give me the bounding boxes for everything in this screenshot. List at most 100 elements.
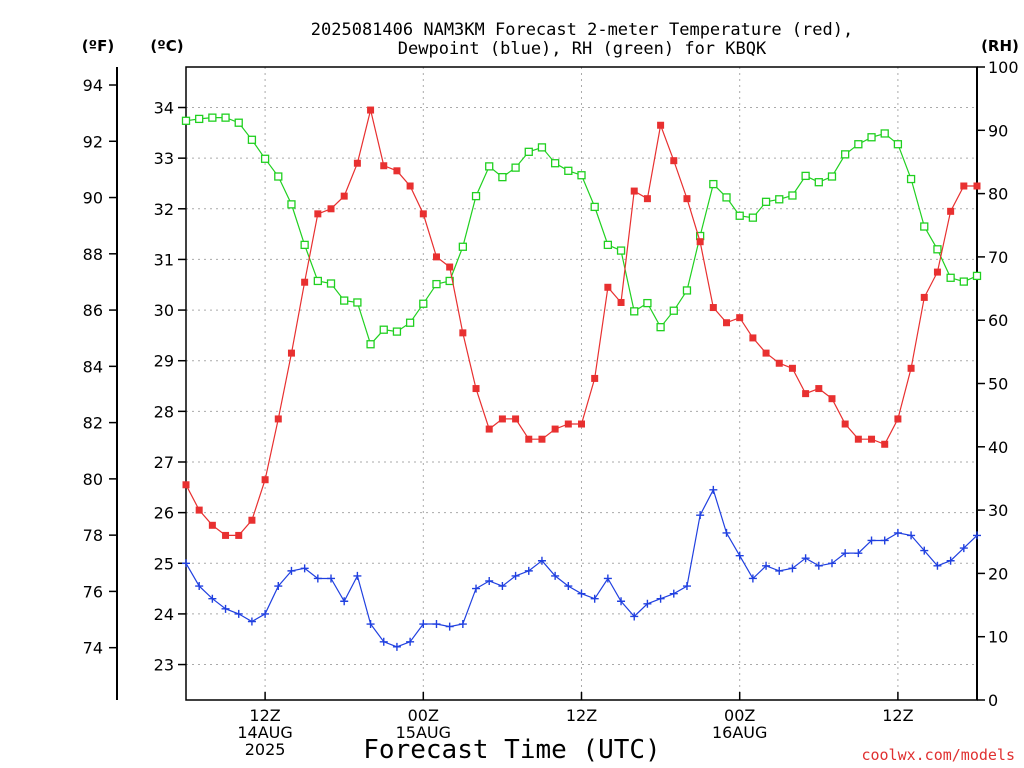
rh-tick-label: 90 — [988, 121, 1008, 140]
rh-tick-label: 60 — [988, 311, 1008, 330]
temperature-point — [367, 106, 375, 114]
temperature-point — [353, 159, 361, 167]
dewpoint-point — [366, 620, 375, 629]
dewpoint-point — [709, 485, 718, 494]
dewpoint-point — [195, 582, 204, 591]
dewpoint-point — [907, 531, 916, 540]
temperature-point — [933, 268, 941, 276]
dewpoint-point — [353, 571, 362, 580]
celsius-tick-label: 33 — [154, 149, 174, 168]
temperature-point — [446, 263, 454, 271]
dewpoint-point — [827, 559, 836, 568]
dewpoint-point — [841, 549, 850, 558]
dewpoint-point — [458, 620, 467, 629]
rh-point — [247, 135, 257, 144]
rh-tick-label: 80 — [988, 185, 1008, 204]
rh-tick-label: 30 — [988, 501, 1008, 520]
x-tick-label: 12Z — [249, 706, 280, 725]
rh-point — [643, 298, 652, 308]
chart-title-line1: 2025081406 NAM3KM Forecast 2-meter Tempe… — [311, 20, 853, 40]
temperature-point — [222, 531, 230, 539]
temperature-point — [723, 319, 731, 327]
rh-point — [326, 279, 336, 288]
celsius-tick-label: 25 — [154, 554, 174, 573]
rh-point — [946, 273, 955, 282]
temperature-point — [920, 293, 928, 301]
rh-point — [893, 140, 903, 149]
rh-point — [814, 178, 823, 187]
rh-point — [419, 299, 428, 308]
dewpoint-point — [959, 544, 968, 553]
temperature-point — [472, 385, 480, 393]
rh-point — [920, 222, 929, 231]
fahrenheit-tick-label: 90 — [83, 189, 103, 208]
temperature-point — [907, 364, 915, 372]
rh-point — [195, 114, 204, 124]
dewpoint-point — [669, 589, 678, 598]
dewpoint-point — [696, 511, 705, 520]
celsius-unit-label: (ºC) — [150, 37, 183, 55]
rh-point — [550, 159, 560, 168]
rh-point — [656, 323, 665, 332]
temperature-point — [643, 195, 651, 203]
dewpoint-point — [537, 556, 546, 565]
fahrenheit-tick-label: 82 — [83, 414, 103, 433]
rh-point — [524, 147, 533, 156]
rh-point — [577, 171, 586, 180]
chart-title-line2: Dewpoint (blue), RH (green) for KBQK — [398, 39, 767, 59]
temperature-point — [670, 157, 678, 165]
temperature-point — [301, 278, 309, 286]
x-tick-label: 12Z — [566, 706, 597, 725]
rh-point — [353, 298, 362, 307]
temperature-point — [432, 253, 440, 261]
rh-tick-label: 20 — [988, 564, 1008, 583]
temperature-point — [261, 476, 269, 484]
rh-point — [458, 242, 468, 251]
temperature-point — [604, 283, 612, 291]
temperature-point — [287, 349, 295, 357]
temperature-point — [854, 435, 862, 443]
rh-point — [761, 197, 771, 206]
celsius-tick-label: 29 — [154, 352, 174, 371]
dewpoint-point — [247, 617, 256, 626]
rh-tick-label: 10 — [988, 628, 1008, 647]
temperature-point — [841, 420, 849, 428]
temperature-point — [868, 435, 876, 443]
dewpoint-point — [590, 594, 599, 603]
dewpoint-point — [735, 551, 744, 560]
temperature-point — [657, 121, 665, 129]
temperature-point — [208, 521, 216, 529]
rh-point — [880, 129, 889, 138]
temperature-point — [736, 314, 744, 322]
temperature-point — [960, 182, 968, 190]
dewpoint-point — [261, 609, 270, 618]
x-tick-label: 15AUG — [396, 723, 451, 742]
rh-point — [445, 276, 454, 286]
rh-point — [709, 179, 718, 189]
celsius-tick-label: 26 — [154, 504, 174, 523]
dewpoint-point — [274, 582, 283, 591]
temperature-point — [973, 182, 981, 190]
dewpoint-point — [775, 566, 784, 575]
rh-point — [788, 191, 797, 200]
temperature-point — [235, 531, 243, 539]
dewpoint-point — [973, 531, 981, 540]
temperature-point — [881, 440, 889, 448]
temperature-point — [248, 516, 256, 524]
dewpoint-point — [313, 574, 322, 583]
temperature-point — [762, 349, 770, 357]
dewpoint-point — [933, 561, 942, 570]
rh-point — [722, 193, 731, 202]
dewpoint-point — [524, 566, 533, 575]
temperature-point — [498, 415, 506, 423]
dewpoint-point — [880, 536, 889, 545]
rh-point — [392, 327, 402, 336]
rh-point — [537, 143, 547, 152]
fahrenheit-unit-label: (ºF) — [82, 37, 114, 55]
dewpoint-point — [498, 582, 507, 591]
temperature-point — [195, 506, 203, 514]
temperature-point — [617, 298, 625, 306]
temperature-point — [709, 304, 717, 312]
